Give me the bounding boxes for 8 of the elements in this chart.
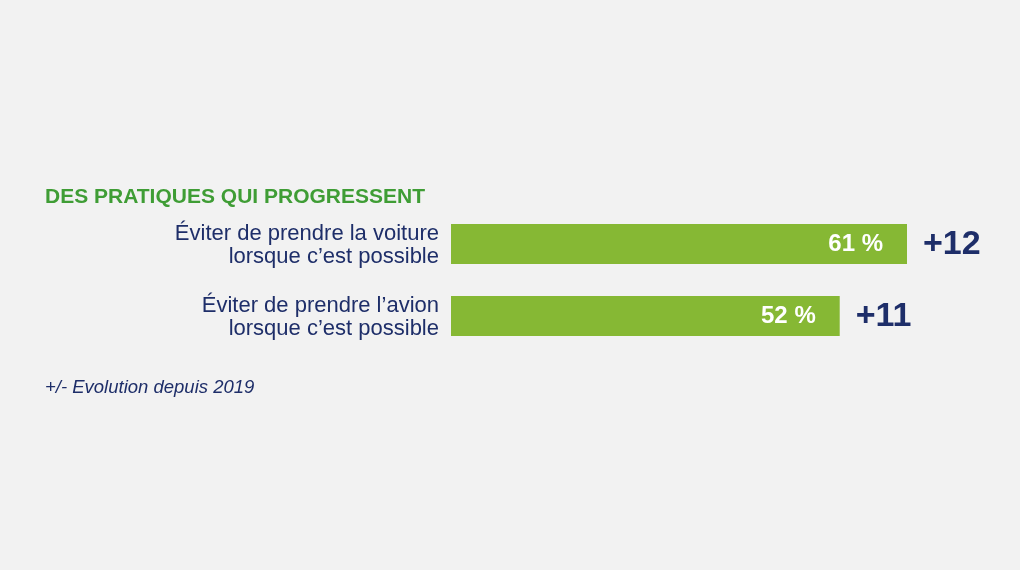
data-label: 52 %: [761, 301, 816, 328]
data-label: 61 %: [828, 229, 883, 256]
text: +/- Evolution depuis 2019: [45, 376, 255, 397]
y-tick-label: Éviter de prendre l’avion lorsque c’est possible: [201, 291, 439, 340]
annotation: +12: [923, 223, 981, 261]
text: DES PRATIQUES QUI PROGRESSENT: [45, 184, 426, 207]
annotation: +11: [855, 295, 912, 333]
y-tick-label: Éviter de prendre la voiture lorsque c’est possible: [174, 219, 439, 268]
